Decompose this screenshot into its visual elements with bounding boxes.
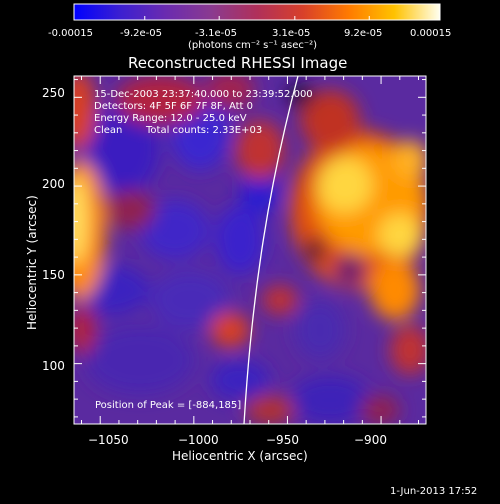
y-tick-label: 200 <box>42 177 65 191</box>
x-axis-title: Heliocentric X (arcsec) <box>172 449 308 463</box>
x-tick-label: −1050 <box>88 433 129 447</box>
rhessi-image <box>74 76 426 424</box>
colorbar-tick-label: -3.1e-05 <box>195 28 237 39</box>
x-tick-label: −900 <box>354 433 387 447</box>
colorbar <box>73 3 441 21</box>
info-energy-range: Energy Range: 12.0 - 25.0 keV <box>94 113 247 124</box>
x-tick-label: −1000 <box>178 433 219 447</box>
info-total-counts: Total counts: 2.33E+03 <box>145 125 262 136</box>
colorbar-tick-label: -9.2e-05 <box>120 28 162 39</box>
plot-timestamp: 1-Jun-2013 17:52 <box>390 486 477 497</box>
y-tick-label: 250 <box>42 86 65 100</box>
colorbar-tick-label: 3.1e-05 <box>272 28 310 39</box>
colorbar-unit-label: (photons cm⁻² s⁻¹ asec⁻²) <box>188 40 317 51</box>
info-time-range: 15-Dec-2003 23:37:40.000 to 23:39:52.000 <box>94 89 313 100</box>
y-tick-label: 150 <box>42 268 65 282</box>
colorbar-tick-label: -0.00015 <box>48 28 93 39</box>
colorbar-tick-label: 0.00015 <box>410 28 451 39</box>
info-clean: Clean <box>94 125 122 136</box>
plot-title: Reconstructed RHESSI Image <box>128 54 347 72</box>
y-tick-label: 100 <box>42 359 65 373</box>
peak-position: Position of Peak = [-884,185] <box>95 400 241 411</box>
colorbar-tick-label: 9.2e-05 <box>344 28 382 39</box>
colorbar-ticks <box>73 16 441 20</box>
info-detectors: Detectors: 4F 5F 6F 7F 8F, Att 0 <box>94 101 253 112</box>
x-tick-label: −950 <box>266 433 299 447</box>
axis-ticks <box>74 76 426 424</box>
y-axis-title: Heliocentric Y (arcsec) <box>25 195 39 330</box>
solar-limb-line <box>243 76 299 424</box>
